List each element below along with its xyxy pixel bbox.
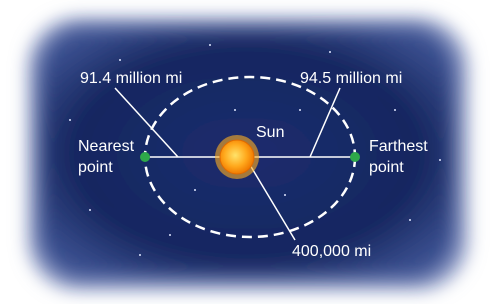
sun-diameter-label: 400,000 mi: [292, 243, 371, 260]
orbit-diagram: 91.4 million mi 94.5 million mi Nearest …: [0, 0, 491, 304]
nearest-point-label: Nearest: [78, 138, 135, 155]
farthest-point-label: point: [369, 159, 404, 176]
sun: [215, 135, 259, 179]
nearest-distance-label: 91.4 million mi: [80, 70, 182, 87]
nearest-point-dot: [140, 152, 150, 162]
sun-label: Sun: [256, 124, 284, 141]
farthest-point-label: Farthest: [369, 138, 428, 155]
nearest-point-label: point: [78, 159, 113, 176]
farthest-point-dot: [350, 152, 360, 162]
farthest-distance-label: 94.5 million mi: [300, 70, 402, 87]
